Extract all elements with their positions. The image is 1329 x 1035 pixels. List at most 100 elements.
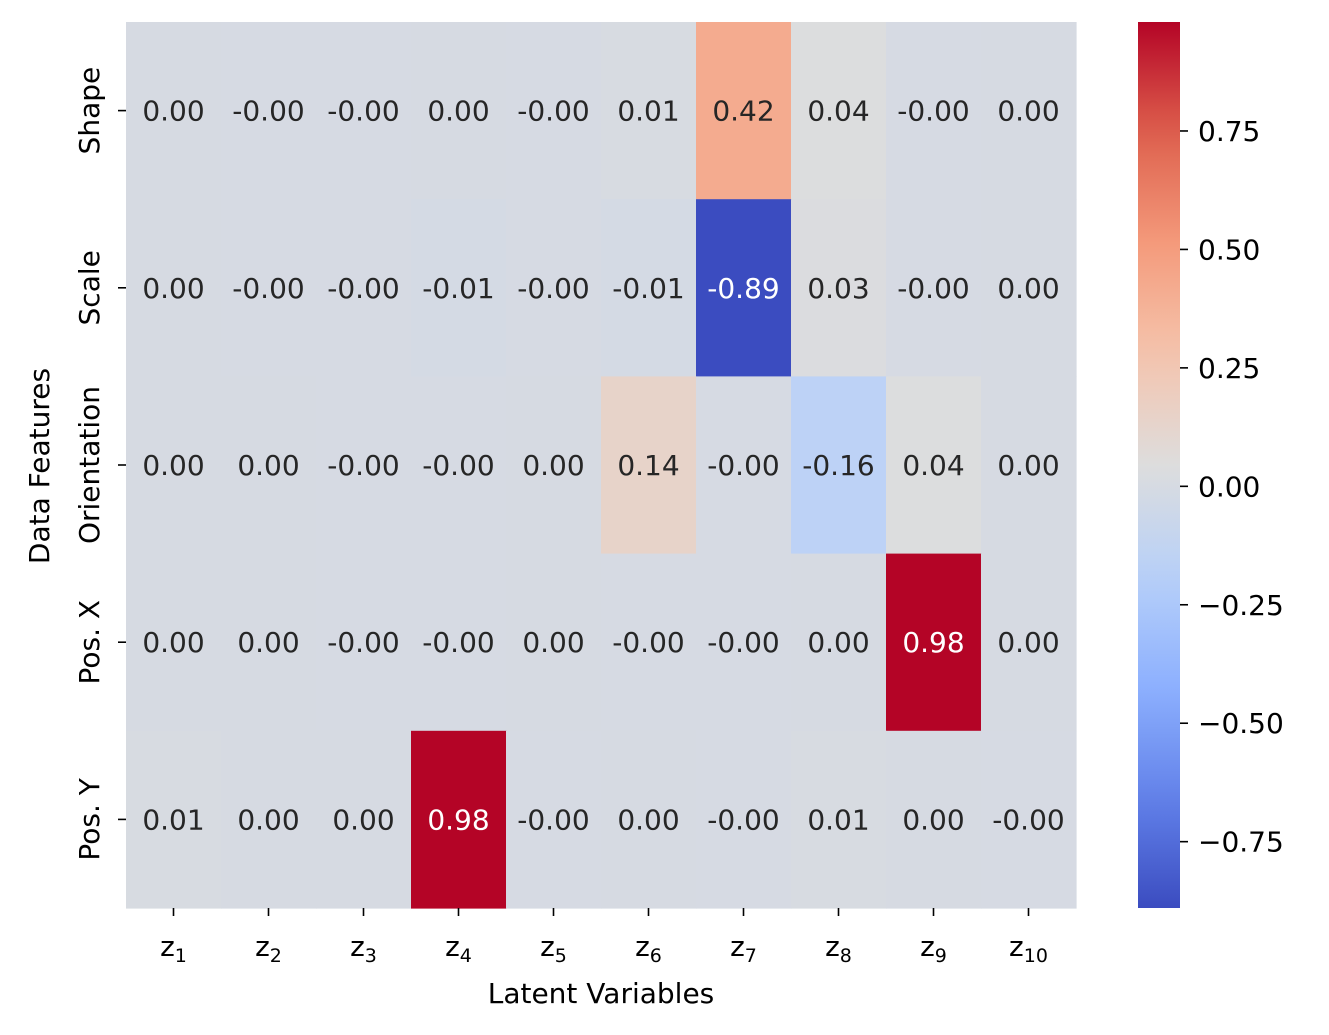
cell-value-label: 0.00 — [997, 626, 1059, 659]
cell-value-label: -0.89 — [707, 272, 779, 305]
cell-value-label: 0.00 — [142, 626, 204, 659]
cell-value-label: -0.00 — [232, 272, 304, 305]
heatmap-cell — [791, 199, 887, 377]
x-tick-label: z3 — [350, 930, 377, 967]
heatmap-cell — [316, 730, 412, 909]
cell-value-label: 0.00 — [142, 272, 204, 305]
heatmap-cell — [316, 199, 412, 377]
heatmap-cell — [506, 553, 602, 732]
y-tick-label: Scale — [73, 250, 106, 325]
colorbar-tick-label: −0.75 — [1198, 826, 1284, 859]
x-tick-label: z4 — [445, 930, 472, 967]
heatmap-cell — [696, 730, 792, 909]
colorbar-tick-label: 0.50 — [1198, 233, 1260, 266]
heatmap-cell — [981, 199, 1077, 377]
x-axis: z1 z2 z3 z4 z5 z6 z7 z8 z9 z10 — [160, 908, 1048, 967]
cell-value-label: 0.00 — [807, 626, 869, 659]
heatmap-cell — [601, 199, 697, 377]
colorbar-tick-label: −0.25 — [1198, 589, 1284, 622]
cell-value-label: -0.00 — [612, 626, 684, 659]
cell-value-label: 0.00 — [237, 449, 299, 482]
cell-value-label: 0.03 — [807, 272, 869, 305]
heatmap-cell — [696, 553, 792, 732]
x-tick-label: z8 — [825, 930, 852, 967]
heatmap-cell — [791, 553, 887, 732]
x-axis-label: Latent Variables — [488, 977, 715, 1010]
heatmap-cell — [886, 22, 982, 200]
cell-value-label: 0.00 — [427, 95, 489, 128]
cell-value-label: -0.00 — [897, 272, 969, 305]
heatmap-cell — [126, 730, 222, 909]
cell-value-label: 0.04 — [807, 95, 869, 128]
cell-value-label: -0.00 — [897, 95, 969, 128]
y-tick-label: Shape — [73, 67, 106, 155]
heatmap-cell — [411, 199, 507, 377]
heatmap-cell — [221, 730, 317, 909]
heatmap-cell — [601, 730, 697, 909]
y-tick-label: Orientation — [73, 386, 106, 544]
x-tick-label: z6 — [635, 930, 662, 967]
cell-value-label: -0.00 — [327, 449, 399, 482]
cell-value-label: -0.00 — [327, 95, 399, 128]
heatmap-cell — [506, 730, 602, 909]
heatmap-cell — [886, 553, 982, 732]
cell-value-label: -0.00 — [517, 95, 589, 128]
heatmap-cell — [791, 22, 887, 200]
y-tick-label: Pos. Y — [73, 777, 106, 860]
heatmap-cell — [696, 376, 792, 555]
heatmap-cell — [316, 553, 412, 732]
heatmap-cell — [411, 553, 507, 732]
colorbar-tick-label: −0.50 — [1198, 707, 1284, 740]
heatmap-cell — [601, 376, 697, 555]
heatmap-cell — [981, 730, 1077, 909]
cell-value-label: 0.98 — [427, 803, 489, 836]
heatmap-cell — [696, 22, 792, 200]
heatmap-cell — [696, 199, 792, 377]
heatmap-cell — [886, 730, 982, 909]
cell-value-label: -0.00 — [992, 803, 1064, 836]
x-tick-label: z10 — [1009, 930, 1048, 967]
heatmap-cell — [601, 553, 697, 732]
heatmap-cell — [981, 553, 1077, 732]
heatmap-cell — [791, 376, 887, 555]
y-axis-label: Data Features — [23, 368, 56, 564]
heatmap-cell — [221, 199, 317, 377]
cell-value-label: -0.16 — [802, 449, 874, 482]
colorbar-tick-label: 0.25 — [1198, 352, 1260, 385]
heatmap-cells — [126, 22, 1077, 909]
heatmap-cell — [411, 22, 507, 200]
heatmap-cell — [221, 553, 317, 732]
heatmap-cell — [316, 22, 412, 200]
cell-value-label: -0.01 — [422, 272, 494, 305]
cell-value-label: -0.00 — [707, 449, 779, 482]
cell-value-label: -0.00 — [327, 626, 399, 659]
cell-value-label: 0.01 — [142, 803, 204, 836]
heatmap-cell — [886, 199, 982, 377]
heatmap-cell — [411, 730, 507, 909]
heatmap-cell — [316, 376, 412, 555]
cell-value-label: 0.01 — [807, 803, 869, 836]
cell-value-label: -0.00 — [517, 803, 589, 836]
colorbar — [1138, 22, 1180, 908]
cell-value-label: -0.00 — [707, 626, 779, 659]
y-axis: Shape Scale Orientation Pos. X Pos. Y — [73, 67, 126, 861]
heatmap-cell — [981, 22, 1077, 200]
colorbar-tick-label: 0.75 — [1198, 115, 1260, 148]
heatmap-cell — [126, 199, 222, 377]
y-tick-label: Pos. X — [73, 600, 106, 685]
heatmap-cell — [791, 730, 887, 909]
cell-annotations: 0.00 -0.00 -0.00 0.00 -0.00 0.01 0.42 0.04 -0.00… — [142, 95, 1064, 837]
cell-value-label: -0.00 — [327, 272, 399, 305]
heatmap-cell — [126, 553, 222, 732]
cell-value-label: -0.00 — [517, 272, 589, 305]
heatmap-cell — [411, 376, 507, 555]
cell-value-label: 0.00 — [902, 803, 964, 836]
heatmap-cell — [506, 22, 602, 200]
cell-value-label: -0.00 — [232, 95, 304, 128]
heatmap-cell — [981, 376, 1077, 555]
x-tick-label: z9 — [920, 930, 947, 967]
cell-value-label: 0.00 — [522, 449, 584, 482]
cell-value-label: 0.01 — [617, 95, 679, 128]
cell-value-label: 0.00 — [237, 626, 299, 659]
